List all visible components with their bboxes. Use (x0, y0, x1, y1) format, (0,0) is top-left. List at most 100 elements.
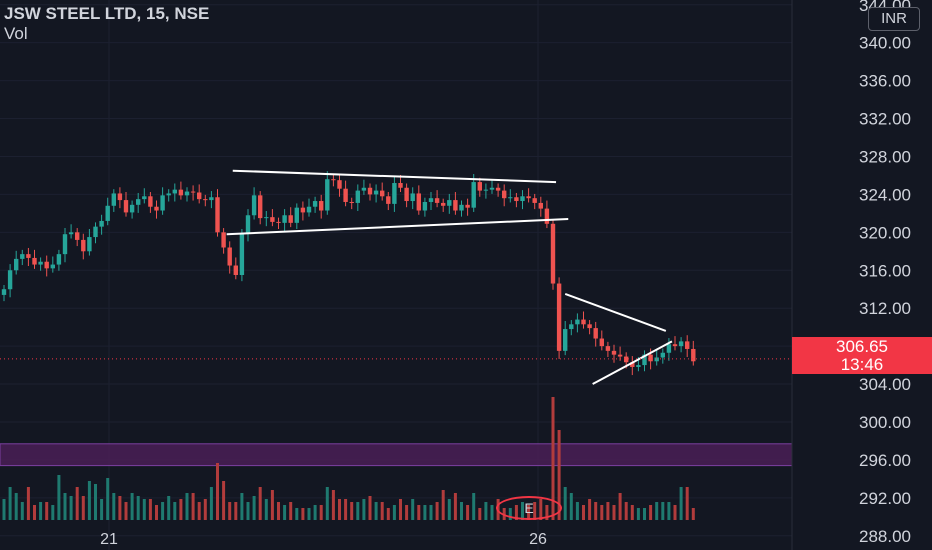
volume-bar (112, 493, 116, 520)
volume-bar (14, 493, 18, 520)
volume-bar (179, 499, 183, 520)
trendline[interactable] (564, 293, 667, 332)
candle-body (581, 319, 586, 325)
volume-bar (81, 496, 85, 520)
volume-bar (313, 505, 317, 520)
candle-body (123, 200, 129, 213)
candle-body (514, 197, 519, 202)
candle-body (105, 205, 110, 221)
candle-body (258, 195, 263, 219)
time-axis[interactable]: 21 26 (100, 531, 547, 548)
volume-bar (75, 487, 79, 520)
candle-body (538, 202, 543, 209)
candle-body (343, 188, 348, 202)
candle-body (81, 239, 86, 252)
volume-bar (399, 499, 402, 520)
volume-bar (466, 505, 470, 520)
trendlines[interactable] (226, 169, 673, 385)
candle-body (575, 319, 580, 325)
volume-bar (344, 499, 348, 520)
trendline[interactable] (592, 340, 673, 385)
candle-body (44, 261, 49, 269)
candle-body (465, 204, 470, 208)
candle-body (184, 191, 190, 196)
candle-body (471, 182, 476, 208)
volume-bar (557, 430, 561, 520)
trendline[interactable] (232, 169, 557, 184)
volume-bar (350, 502, 354, 520)
candle-body (685, 341, 690, 349)
price-tick-label: 340.00 (859, 34, 911, 53)
candle-body (434, 198, 440, 203)
volume-bar (130, 493, 134, 520)
volume-bar (234, 502, 238, 520)
volume-bar (368, 496, 372, 520)
candle-body (605, 346, 611, 351)
candle-body (453, 200, 458, 211)
price-axis[interactable]: 344.00340.00336.00332.00328.00324.00320.… (791, 0, 932, 550)
candle-body (26, 254, 31, 258)
volume-bar (667, 502, 671, 520)
candle-body (367, 187, 373, 195)
volume-bar (191, 493, 195, 520)
volume-bar (69, 496, 73, 520)
candle-body (404, 187, 409, 202)
candle-body (337, 180, 342, 189)
candle-body (154, 206, 159, 211)
volume-bar (289, 502, 293, 520)
volume-bar (20, 502, 24, 520)
volume-bar (618, 493, 622, 520)
volume-bar (167, 496, 171, 520)
volume-bar (307, 508, 311, 520)
candle-body (611, 350, 617, 355)
price-tick-label: 336.00 (859, 72, 911, 91)
time-tick-label: 21 (100, 531, 118, 548)
candle-body (416, 193, 421, 211)
candle-body (306, 206, 312, 213)
bar-countdown: 13:46 (792, 356, 932, 374)
volume-bar (173, 502, 177, 520)
candle-body (117, 193, 123, 201)
volume-bar (582, 505, 585, 520)
candle-body (398, 183, 403, 188)
candle-body (624, 356, 629, 363)
volume-bar (325, 487, 329, 520)
price-tick-label: 296.00 (859, 451, 911, 470)
volume-bar (258, 487, 262, 520)
volume-bar (2, 499, 6, 520)
currency-badge[interactable]: INR (868, 7, 920, 31)
volume-bar (338, 499, 341, 520)
price-tick-label: 300.00 (859, 413, 911, 432)
volume-bar (392, 505, 396, 520)
candle-body (56, 254, 62, 265)
candle-body (483, 189, 489, 191)
candle-body (136, 199, 141, 205)
time-tick-label: 26 (529, 531, 547, 548)
candle-body (355, 190, 360, 203)
volume-bar (331, 490, 335, 520)
volume-bar (185, 493, 189, 520)
volume-bar (472, 493, 476, 520)
volume-bar (142, 499, 146, 520)
candle-body (50, 264, 55, 269)
candle-body (660, 352, 665, 358)
volume-bar (301, 508, 305, 520)
volume-bar (636, 508, 640, 520)
volume-bar (588, 499, 592, 520)
volume-bar (435, 502, 439, 520)
volume-bar (240, 493, 244, 520)
symbol-title[interactable]: JSW STEEL LTD, 15, NSE (4, 4, 210, 23)
candle-body (678, 341, 684, 347)
candle-body (142, 196, 147, 200)
earnings-marker[interactable]: E (496, 496, 562, 520)
candle-body (325, 179, 330, 211)
candle-body (459, 204, 464, 211)
volume-bar (673, 505, 677, 520)
trendline[interactable] (226, 218, 569, 236)
volume-indicator-label[interactable]: Vol (4, 24, 28, 43)
volume-bar (51, 505, 55, 520)
volume-bar (362, 499, 366, 520)
price-tick-label: 304.00 (859, 375, 911, 394)
price-tick-label: 332.00 (859, 110, 911, 129)
